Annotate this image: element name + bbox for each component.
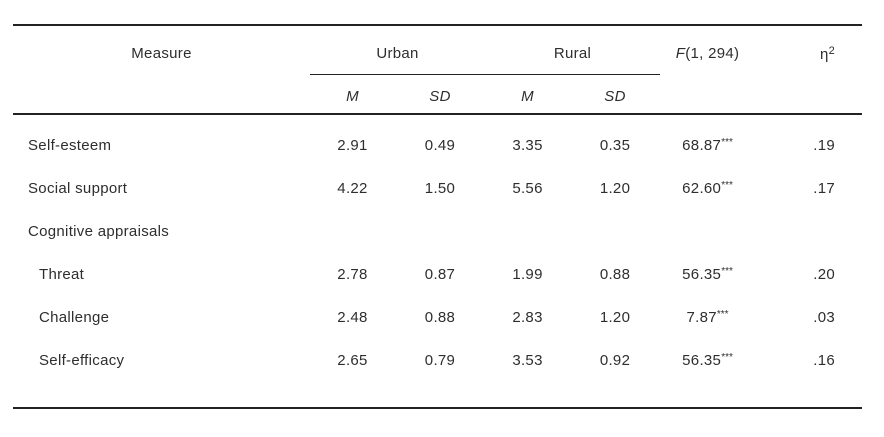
urban-m-cell: 2.48: [337, 309, 368, 326]
measure-label: Self-efficacy: [39, 352, 125, 369]
rural-m-cell: 3.53: [512, 352, 543, 369]
eta-squared-cell: .20: [813, 266, 836, 283]
urban-m-cell: 4.22: [337, 180, 368, 197]
f-value-cell: 68.87***: [660, 124, 755, 167]
eta-symbol: η: [819, 45, 829, 63]
f-statistic-column-header: F(1, 294): [660, 26, 755, 74]
significance-asterisks: ***: [721, 352, 733, 363]
f-value: 7.87: [686, 309, 717, 326]
urban-sd-cell: 0.87: [424, 266, 456, 283]
eta-squared-cell: .19: [813, 137, 836, 154]
f-value: 56.35: [682, 352, 722, 369]
rural-group-header: Rural: [485, 26, 661, 75]
table-header: Measure Urban Rural F(1, 294) η2 M SD M …: [13, 26, 863, 115]
urban-sd-cell: 0.88: [424, 309, 456, 326]
eta-exponent: 2: [828, 44, 836, 57]
stat-subheader-row: M SD M SD: [13, 74, 863, 115]
group-header-row: Measure Urban Rural F(1, 294) η2: [13, 26, 862, 75]
table-row-threat: Threat 2.78 0.87 1.99 0.88 56.35*** .20: [13, 253, 862, 296]
f-value-cell: 62.60***: [660, 167, 755, 210]
empty-subheader-cell: [755, 74, 863, 115]
f-value-cell: 56.35***: [660, 253, 755, 296]
urban-m-cell: 2.65: [337, 352, 368, 369]
measure-subheading-label: Cognitive appraisals: [28, 223, 170, 240]
measure-label: Social support: [28, 180, 128, 197]
urban-m-cell: 2.78: [337, 266, 368, 283]
f-value: 56.35: [682, 266, 722, 283]
anova-results-table: Measure Urban Rural F(1, 294) η2 M SD M …: [13, 26, 863, 382]
urban-m-cell: 2.91: [337, 137, 368, 154]
rural-sd-header: SD: [570, 74, 661, 115]
eta-squared-cell: .16: [813, 352, 836, 369]
urban-sd-cell: 0.79: [424, 352, 456, 369]
eta-squared-cell: [755, 210, 862, 253]
urban-sd-cell: [395, 210, 485, 253]
f-value: 68.87: [682, 137, 722, 154]
rural-m-cell: 1.99: [512, 266, 543, 283]
table-row-self-efficacy: Self-efficacy 2.65 0.79 3.53 0.92 56.35*…: [13, 339, 862, 382]
table-row-social-support: Social support 4.22 1.50 5.56 1.20 62.60…: [13, 167, 862, 210]
empty-subheader-cell: [13, 74, 310, 115]
eta-squared-cell: .03: [813, 309, 836, 326]
rural-sd-cell: 0.88: [599, 266, 631, 283]
measure-column-header: Measure: [131, 45, 192, 62]
f-value-cell: [660, 210, 755, 253]
rural-mean-header: M: [485, 74, 571, 115]
empty-subheader-cell: [660, 74, 756, 115]
urban-sd-cell: 0.49: [424, 137, 456, 154]
measure-label: Threat: [39, 266, 85, 283]
f-value-cell: 7.87***: [660, 296, 755, 339]
rural-sd-cell: 0.35: [599, 137, 631, 154]
rural-sd-cell: 1.20: [599, 309, 631, 326]
measure-label: Challenge: [39, 309, 110, 326]
f-statistic-df: (1, 294): [685, 45, 740, 62]
rural-m-cell: 3.35: [512, 137, 543, 154]
urban-sd-header: SD: [395, 74, 486, 115]
spacer-row: [13, 114, 862, 124]
f-value-cell: 56.35***: [660, 339, 755, 382]
urban-m-cell: [310, 210, 395, 253]
rural-m-cell: [485, 210, 570, 253]
significance-asterisks: ***: [716, 309, 729, 320]
significance-asterisks: ***: [721, 266, 733, 277]
eta-squared-column-header: η2: [755, 26, 862, 74]
table-body: Self-esteem 2.91 0.49 3.35 0.35 68.87***…: [13, 114, 862, 382]
measure-label: Self-esteem: [28, 137, 112, 154]
rural-sd-cell: 1.20: [599, 180, 631, 197]
rural-m-cell: 5.56: [512, 180, 543, 197]
rural-sd-cell: [570, 210, 660, 253]
anova-results-table-wrap: Measure Urban Rural F(1, 294) η2 M SD M …: [13, 24, 863, 409]
rural-sd-cell: 0.92: [599, 352, 631, 369]
eta-squared-cell: .17: [813, 180, 836, 197]
significance-asterisks: ***: [721, 137, 733, 148]
urban-mean-header: M: [310, 74, 395, 115]
rural-m-cell: 2.83: [512, 309, 543, 326]
f-statistic-symbol: F: [675, 45, 686, 62]
table-row-challenge: Challenge 2.48 0.88 2.83 1.20 7.87*** .0…: [13, 296, 862, 339]
table-row-cognitive-appraisals-subheading: Cognitive appraisals: [13, 210, 862, 253]
table-row-self-esteem: Self-esteem 2.91 0.49 3.35 0.35 68.87***…: [13, 124, 862, 167]
urban-sd-cell: 1.50: [424, 180, 456, 197]
urban-group-header: Urban: [310, 26, 486, 75]
f-value: 62.60: [682, 180, 722, 197]
significance-asterisks: ***: [721, 180, 733, 191]
